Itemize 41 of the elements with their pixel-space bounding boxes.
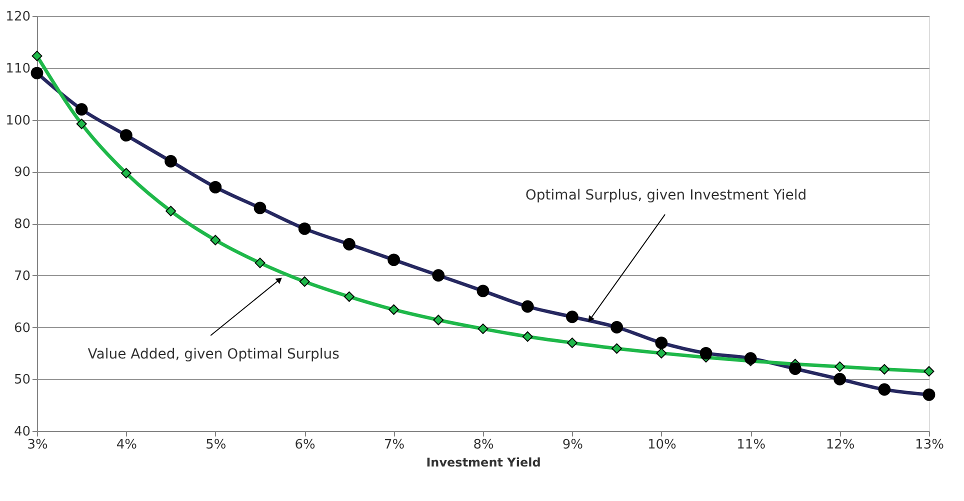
point bbox=[656, 348, 667, 358]
x-axis-title: Investment Yield bbox=[426, 456, 541, 470]
point bbox=[210, 234, 221, 246]
x-tick-label: 9% bbox=[562, 438, 584, 452]
y-tick-label: 110 bbox=[6, 61, 30, 76]
y-tick-label: 80 bbox=[14, 217, 30, 232]
point bbox=[879, 364, 890, 375]
point bbox=[32, 50, 42, 62]
point bbox=[478, 324, 488, 334]
point bbox=[566, 338, 578, 348]
point bbox=[924, 366, 934, 377]
x-tick-label: 6% bbox=[294, 438, 316, 452]
point bbox=[433, 314, 444, 326]
x-tick-label: 8% bbox=[473, 438, 494, 452]
y-tick-label: 90 bbox=[14, 165, 30, 180]
x-tick-label: 5% bbox=[206, 438, 226, 452]
y-tick-label: 60 bbox=[14, 320, 30, 336]
point bbox=[120, 168, 132, 178]
x-tick-label: 10% bbox=[647, 438, 676, 452]
annotation: Value Added, given Optimal Surplus bbox=[88, 346, 340, 363]
point bbox=[76, 118, 87, 130]
y-tick-label: 40 bbox=[14, 424, 30, 440]
x-tick-label: 7% bbox=[384, 438, 405, 452]
x-tick-label: 3% bbox=[27, 438, 48, 452]
x-tick-label: 13% bbox=[915, 438, 944, 452]
x-tick-label: 4% bbox=[116, 438, 138, 452]
point bbox=[254, 258, 266, 268]
point bbox=[834, 361, 846, 372]
point bbox=[522, 331, 533, 342]
point bbox=[299, 276, 310, 287]
x-tick-label: 11% bbox=[736, 438, 766, 452]
point bbox=[166, 206, 176, 216]
point bbox=[344, 291, 354, 302]
point bbox=[612, 343, 622, 354]
point bbox=[388, 304, 400, 315]
annotation: Optimal Surplus, given Investment Yield bbox=[525, 187, 807, 204]
y-tick-label: 70 bbox=[14, 268, 30, 284]
x-tick-label: 12% bbox=[826, 438, 855, 452]
y-tick-label: 50 bbox=[14, 372, 30, 388]
y-tick-label: 100 bbox=[6, 113, 30, 128]
y-tick-label: 120 bbox=[6, 10, 30, 24]
